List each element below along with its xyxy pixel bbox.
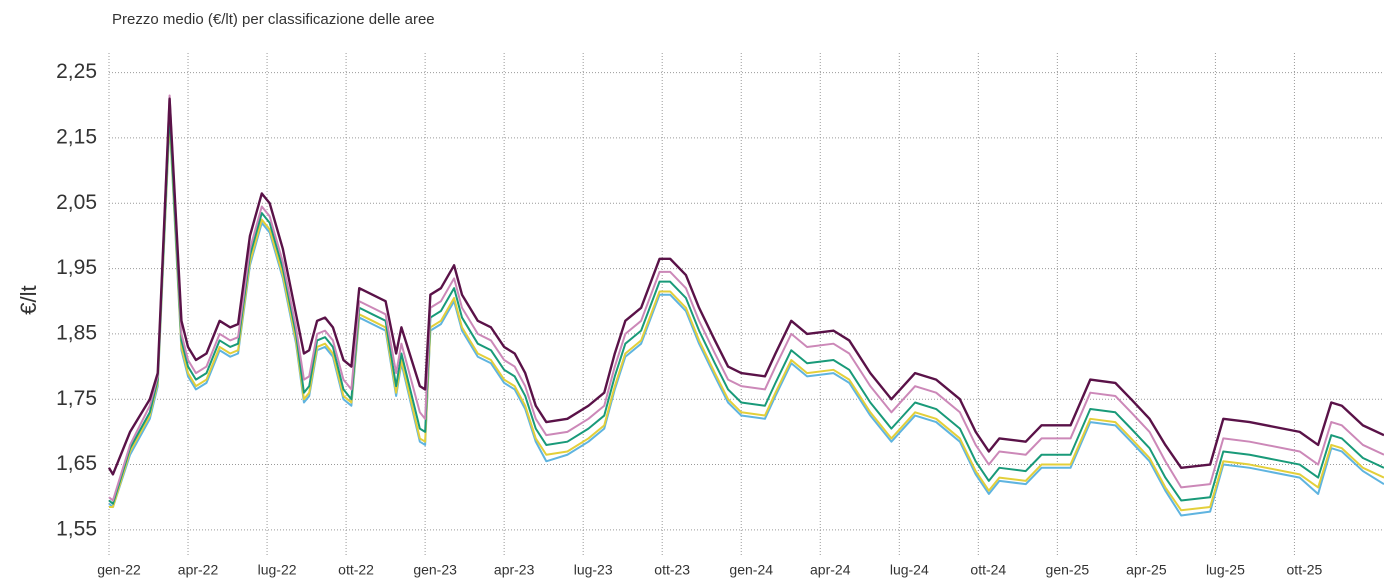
- y-tick-label: 1,75: [56, 387, 97, 410]
- y-tick-label: 1,55: [56, 517, 97, 540]
- series-line: [109, 117, 1384, 512]
- y-tick-label: 1,95: [56, 256, 97, 279]
- x-tick-label: ott-25: [1287, 562, 1323, 578]
- x-tick-label: apr-23: [494, 562, 535, 578]
- x-tick-label: apr-24: [810, 562, 851, 578]
- x-tick-label: lug-23: [574, 562, 613, 578]
- x-tick-label: gen-24: [729, 562, 773, 578]
- y-tick-label: 1,65: [56, 452, 97, 475]
- x-tick-label: lug-24: [890, 562, 929, 578]
- series-line: [107, 97, 1384, 476]
- y-axis-label: €/lt: [16, 285, 41, 314]
- y-tick-label: 2,05: [56, 191, 97, 214]
- y-tick-label: 2,15: [56, 125, 97, 148]
- x-tick-label: ott-24: [970, 562, 1006, 578]
- x-tick-label: apr-25: [1126, 562, 1167, 578]
- chart-title: Prezzo medio (€/lt) per classificazione …: [112, 11, 435, 28]
- series-line: [108, 94, 1384, 502]
- x-tick-label: ott-23: [654, 562, 690, 578]
- x-tick-label: gen-23: [413, 562, 457, 578]
- x-tick-label: lug-22: [258, 562, 297, 578]
- x-tick-label: apr-22: [178, 562, 219, 578]
- x-tick-label: lug-25: [1206, 562, 1245, 578]
- x-tick-label: gen-25: [1046, 562, 1090, 578]
- series-line: [108, 120, 1384, 517]
- series-line: [108, 110, 1384, 505]
- y-tick-label: 2,25: [56, 60, 97, 83]
- x-tick-label: gen-22: [97, 562, 141, 578]
- x-tick-label: ott-22: [338, 562, 374, 578]
- y-tick-label: 1,85: [56, 321, 97, 344]
